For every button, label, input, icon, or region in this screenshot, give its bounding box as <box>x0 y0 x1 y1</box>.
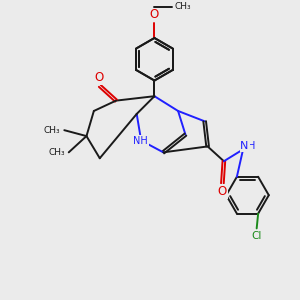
Text: CH₃: CH₃ <box>174 2 191 11</box>
Text: CH₃: CH₃ <box>48 148 64 157</box>
Text: Cl: Cl <box>251 231 262 241</box>
Text: N: N <box>240 141 249 152</box>
Text: O: O <box>94 71 104 84</box>
Text: H: H <box>248 141 256 152</box>
Text: O: O <box>150 8 159 21</box>
Text: O: O <box>218 185 227 198</box>
Text: CH₃: CH₃ <box>44 126 60 135</box>
Text: NH: NH <box>133 136 148 146</box>
